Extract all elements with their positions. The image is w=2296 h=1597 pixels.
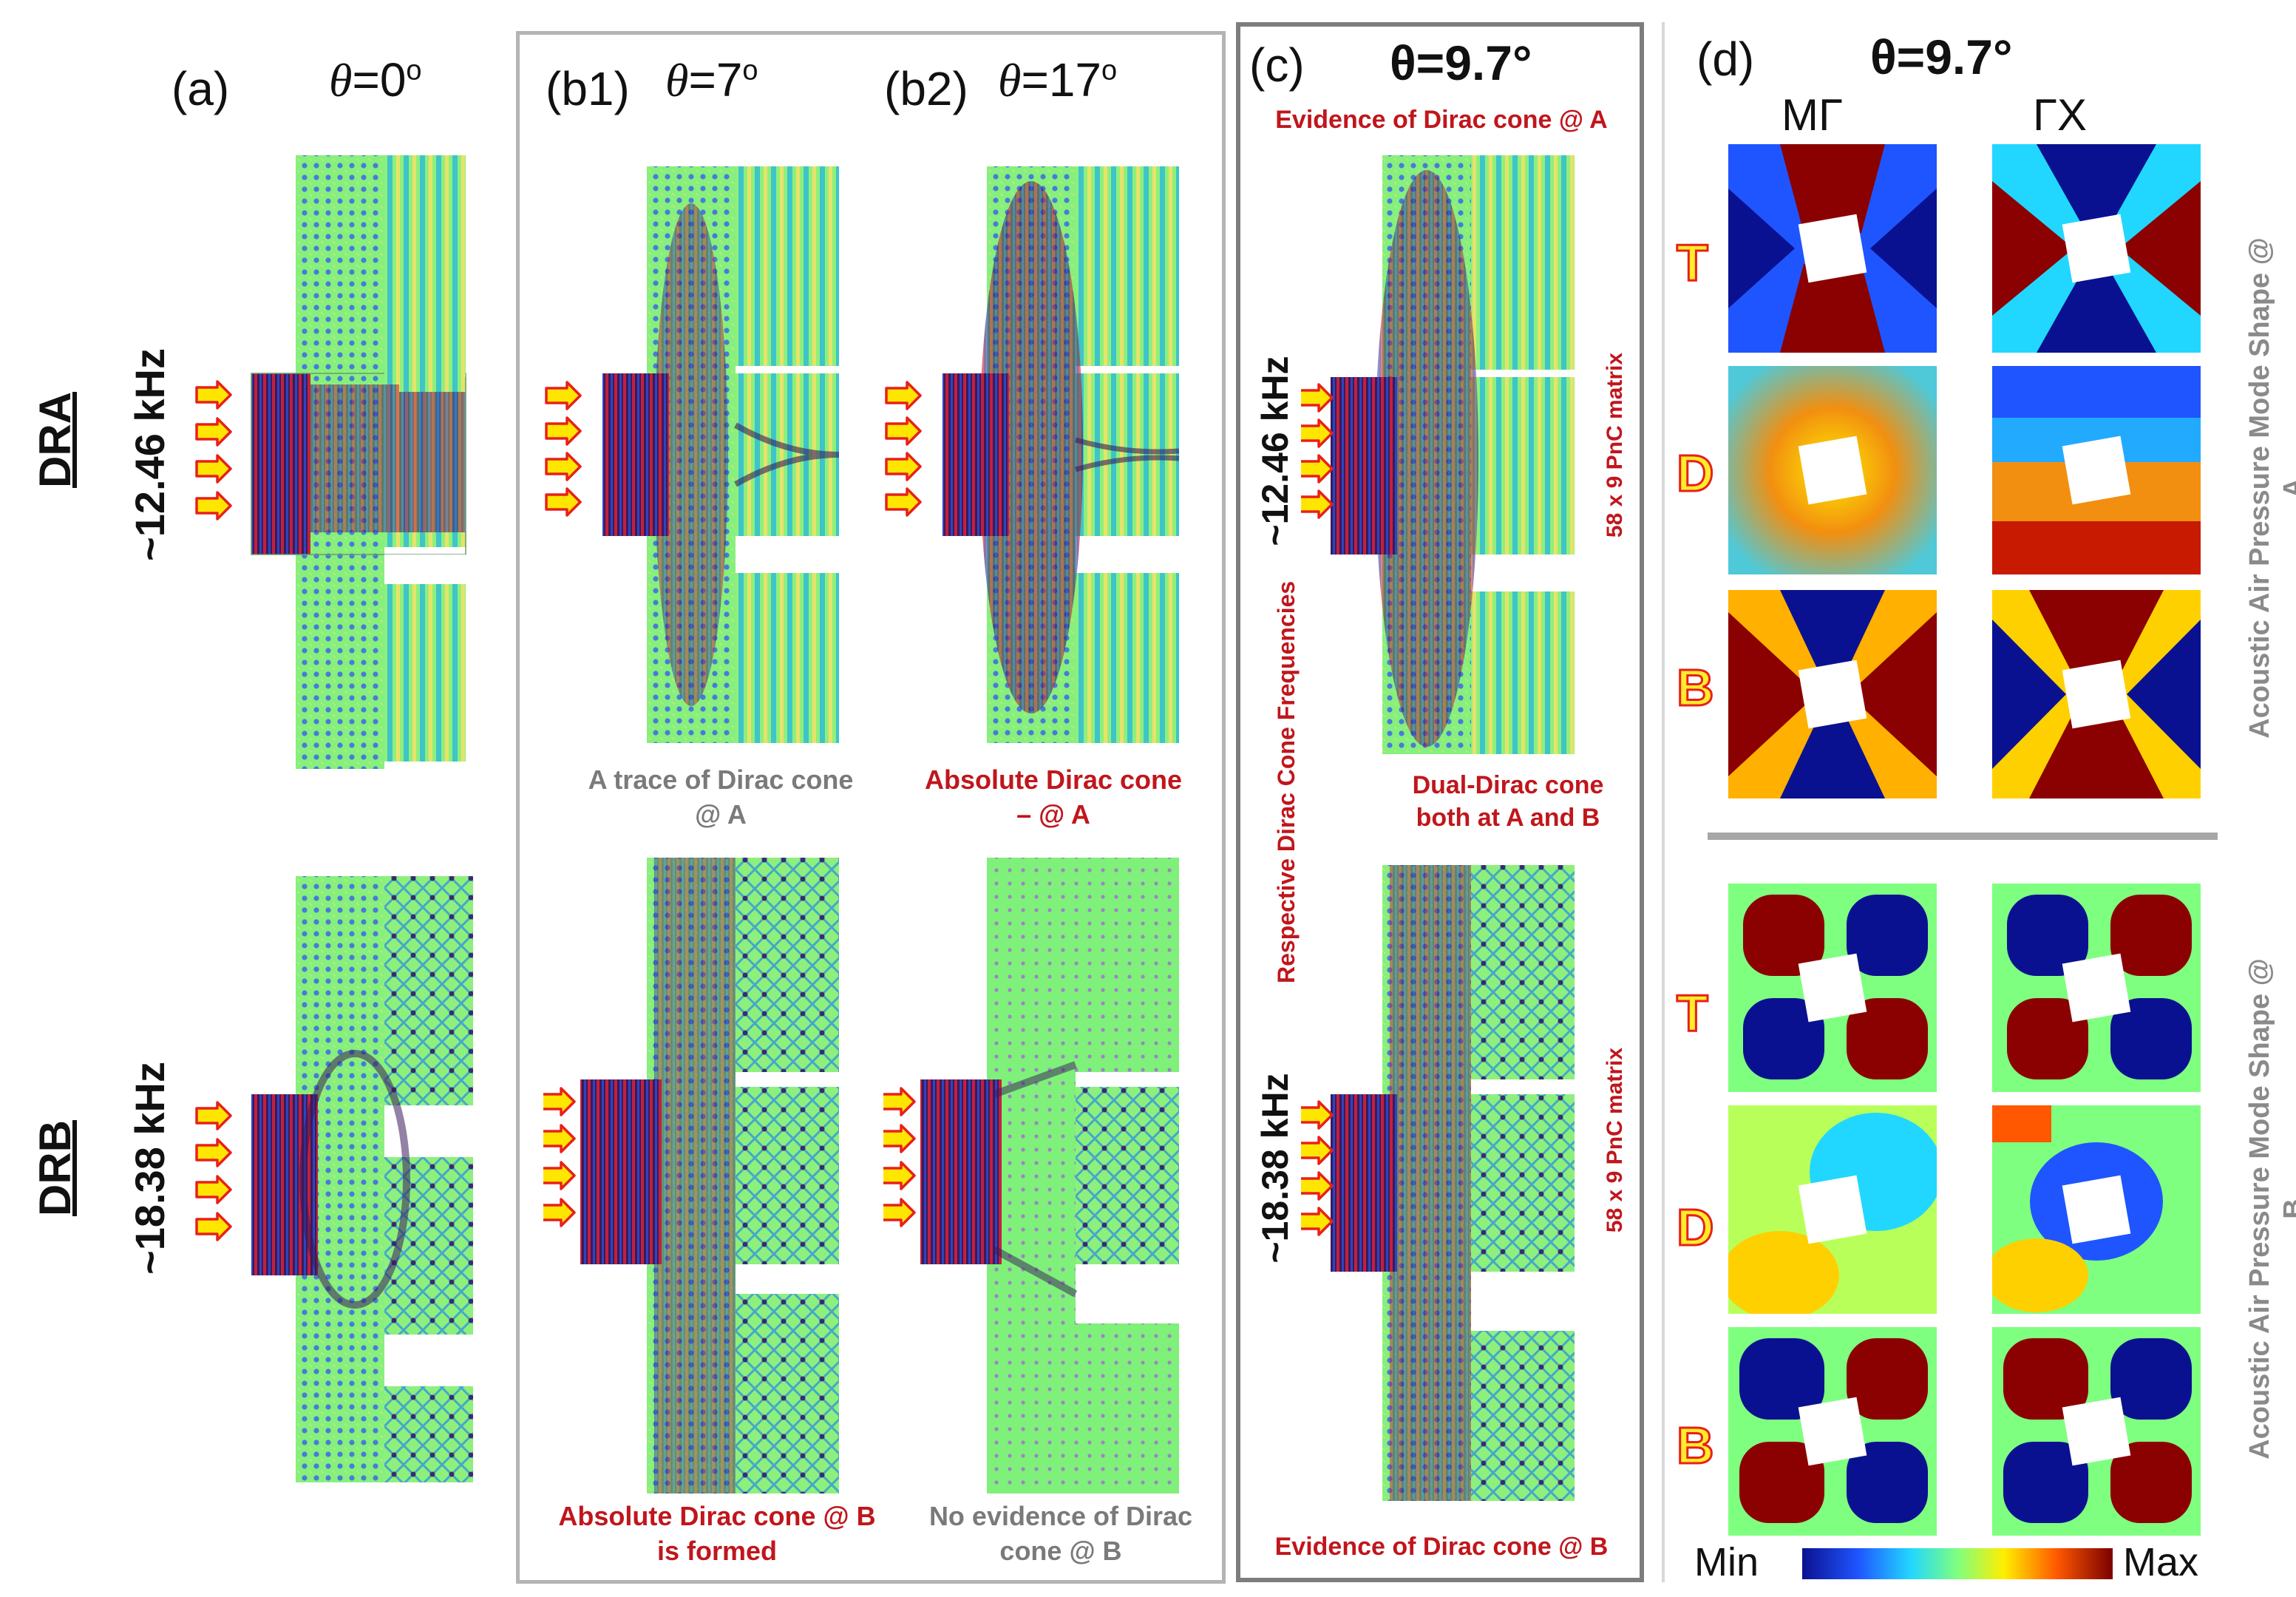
panel-c-dra-field <box>1301 155 1575 754</box>
dra-row-label: DRA <box>30 392 80 488</box>
panel-c-matrix-label-top: 58 x 9 PnC matrix <box>1603 352 1627 538</box>
panel-d-row-t-a: T <box>1676 233 1710 293</box>
panel-c-evidence-a: Evidence of Dirac cone @ A <box>1275 106 1608 134</box>
panel-b2-label: (b2) <box>884 62 968 115</box>
drb-frequency-label: ~18.38 kHz <box>126 1062 173 1275</box>
panel-d-row-d-b: D <box>1676 1198 1716 1258</box>
panel-d-frame <box>1662 22 1665 1582</box>
panel-b2-drb-field <box>883 858 1179 1493</box>
mode-b-d-gammax <box>1992 1105 2201 1314</box>
panel-d-side-label-a: Acoustic Air Pressure Mode Shape @ A <box>2244 237 2296 739</box>
panel-c-theta: θ=9.7° <box>1390 35 1532 90</box>
panel-d-row-d-a: D <box>1676 444 1716 503</box>
panel-b-frame <box>516 31 1226 1584</box>
panel-a-dra-field <box>195 148 466 769</box>
panel-b1-caption-top: A trace of Dirac cone @ A <box>588 764 854 830</box>
mode-a-d-mgamma <box>1728 366 1937 574</box>
panel-a-theta: θ=0o <box>329 53 422 106</box>
panel-c-drb-field <box>1301 865 1575 1501</box>
panel-b1-label: (b1) <box>546 62 630 115</box>
panel-d-col2: ΓX <box>2033 90 2088 140</box>
panel-c-freq-bottom: ~18.38 kHz <box>1254 1073 1296 1264</box>
mode-a-t-gammax <box>1992 144 2201 353</box>
panel-b2-dra-field <box>885 166 1180 743</box>
mode-b-b-gammax <box>1992 1327 2201 1536</box>
colorbar-min-label: Min <box>1694 1540 1759 1584</box>
panel-c-evidence-b: Evidence of Dirac cone @ B <box>1274 1533 1609 1561</box>
panel-c-label: (c) <box>1249 38 1305 92</box>
panel-b2-theta: θ=17o <box>998 53 1118 106</box>
mode-a-b-mgamma <box>1728 590 1937 798</box>
drb-row-label: DRB <box>30 1120 80 1216</box>
panel-d-theta: θ=9.7° <box>1870 30 2013 84</box>
mode-b-d-mgamma <box>1728 1105 1937 1314</box>
panel-d-divider <box>1708 833 2218 840</box>
panel-a-drb-field <box>195 876 473 1482</box>
panel-c-dual-dirac: Dual-Dirac cone both at A and B <box>1412 771 1604 833</box>
panel-d-row-b-b: B <box>1676 1416 1716 1476</box>
panel-b1-theta: θ=7o <box>665 53 758 106</box>
panel-b2-caption-top: Absolute Dirac cone – @ A <box>924 764 1183 830</box>
panel-b2-caption-bottom: No evidence of Dirac cone @ B <box>928 1501 1193 1566</box>
mode-a-t-mgamma <box>1728 144 1937 353</box>
panel-a-label: (a) <box>171 62 230 115</box>
mode-b-b-mgamma <box>1728 1327 1937 1536</box>
colorbar-max-label: Max <box>2123 1540 2199 1584</box>
mode-a-d-gammax <box>1992 366 2201 574</box>
panel-b1-caption-bottom: Absolute Dirac cone @ B is formed <box>558 1501 876 1566</box>
mode-b-t-mgamma <box>1728 884 1937 1092</box>
mode-b-t-gammax <box>1992 884 2201 1092</box>
panel-b1-dra-field <box>545 166 840 743</box>
panel-c-matrix-label-bottom: 58 x 9 PnC matrix <box>1603 1047 1627 1233</box>
panel-b1-drb-field <box>543 858 839 1493</box>
panel-c-frame <box>1236 22 1644 1582</box>
panel-d-col1: MΓ <box>1782 90 1844 140</box>
panel-c-freq-top: ~12.46 kHz <box>1254 356 1296 546</box>
dra-frequency-label: ~12.46 kHz <box>126 348 173 561</box>
panel-d-side-label-b: Acoustic Air Pressure Mode Shape @ B <box>2244 958 2296 1459</box>
panel-d-label: (d) <box>1696 33 1755 86</box>
mode-a-b-gammax <box>1992 590 2201 798</box>
colorbar <box>1802 1548 2113 1579</box>
panel-d-row-b-a: B <box>1676 658 1716 718</box>
panel-d-row-t-b: T <box>1676 983 1710 1043</box>
